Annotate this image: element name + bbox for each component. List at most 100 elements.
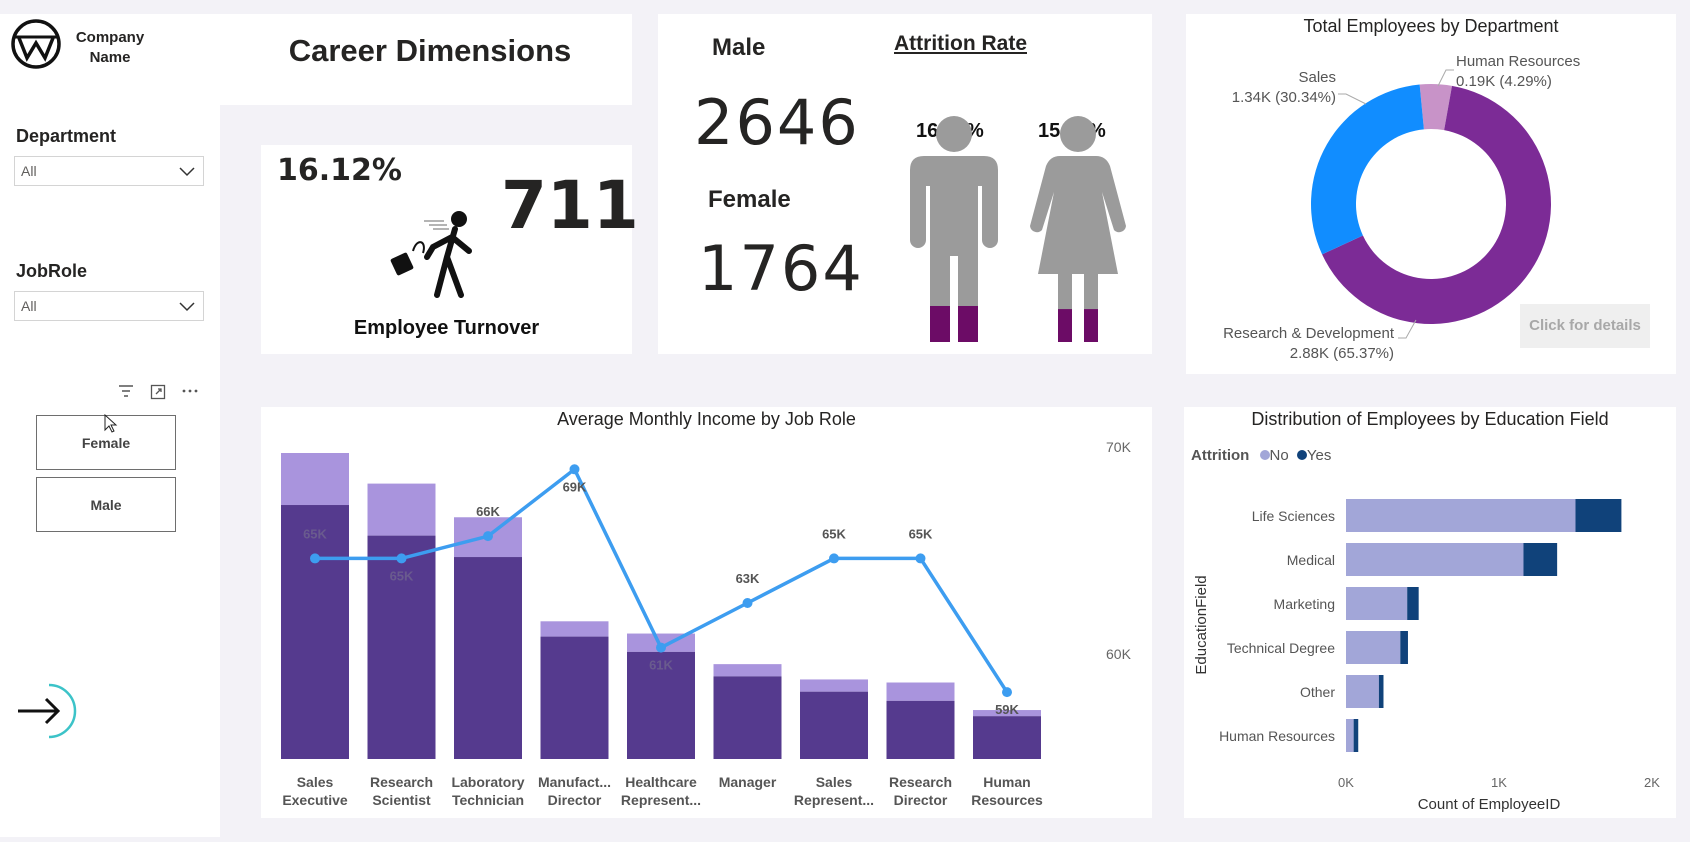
income-point-label: 65K [822, 526, 846, 541]
filter-icon[interactable] [118, 384, 134, 398]
income-bar-lower[interactable] [886, 700, 955, 759]
x-tick-label: Technician [452, 792, 524, 808]
income-bar-upper[interactable] [713, 664, 782, 677]
female-person-icon [1030, 116, 1126, 342]
male-count: 2646 [694, 86, 860, 159]
x-tick-label: Resources [971, 792, 1043, 808]
income-point[interactable] [829, 553, 839, 564]
company-logo-icon [11, 19, 61, 69]
income-bar-lower[interactable] [367, 535, 436, 759]
donut-chart-title: Total Employees by Department [1303, 16, 1559, 36]
income-bar-lower[interactable] [627, 651, 695, 759]
income-bar-lower[interactable] [800, 691, 868, 759]
income-bar-upper[interactable] [973, 710, 1041, 717]
income-bar-upper[interactable] [367, 483, 436, 536]
donut-slice-sales[interactable] [1311, 84, 1424, 255]
edu-bar-no[interactable] [1346, 543, 1524, 576]
donut-slice-value-label: 0.19K (4.29%) [1456, 73, 1552, 90]
donut-slice-name-label: Research & Development [1223, 325, 1395, 342]
income-point[interactable] [742, 598, 753, 608]
y2-tick-label: 70K [1106, 439, 1132, 455]
company-name-line1: Company [75, 29, 145, 46]
income-bar-upper[interactable] [540, 621, 609, 637]
income-bar-lower[interactable] [281, 505, 349, 759]
department-dropdown[interactable]: All [14, 156, 204, 186]
edu-bar-yes[interactable] [1400, 631, 1408, 664]
department-filter-label: Department [16, 126, 117, 146]
edu-category-label: Marketing [1274, 596, 1335, 612]
edu-bar-yes[interactable] [1523, 543, 1558, 576]
income-bar-lower[interactable] [540, 636, 609, 759]
department-dropdown-value: All [21, 163, 37, 179]
edu-bar-yes[interactable] [1575, 499, 1622, 532]
x-tick-label: Healthcare [625, 774, 697, 790]
income-bar-lower[interactable] [973, 716, 1041, 759]
x-tick-label: Executive [282, 792, 348, 808]
edu-bar-yes[interactable] [1378, 675, 1384, 708]
income-point[interactable] [396, 553, 407, 564]
female-count: 1764 [698, 232, 864, 305]
more-options-icon[interactable] [182, 388, 198, 394]
x-tick-label: Scientist [372, 792, 431, 808]
edu-bar-no[interactable] [1346, 719, 1354, 752]
edu-category-label: Technical Degree [1227, 640, 1335, 656]
x-tick-label: Manufact... [538, 774, 611, 790]
education-chart-title: Distribution of Employees by Education F… [1251, 409, 1609, 429]
donut-leader-line [1437, 69, 1454, 87]
income-point[interactable] [915, 553, 926, 564]
income-bar-lower[interactable] [454, 557, 522, 759]
edu-bar-no[interactable] [1346, 587, 1408, 620]
department-donut-card: Total Employees by Department Sales 1.34K… [1186, 14, 1676, 374]
x-tick-label: Human [983, 774, 1030, 790]
edu-bar-no[interactable] [1346, 675, 1379, 708]
income-point[interactable] [569, 464, 580, 475]
donut-slice-value-label: 1.34K (30.34%) [1232, 89, 1336, 106]
education-bar-chart[interactable]: Life Sciences Medical Marketing Technical D… [1184, 407, 1676, 818]
department-donut-chart[interactable]: Sales 1.34K (30.34%) Human Resources 0.19K … [1186, 14, 1676, 374]
income-point[interactable] [483, 531, 493, 542]
x-tick-label: Manager [719, 774, 777, 790]
income-bar-lower[interactable] [713, 676, 782, 759]
income-combo-chart[interactable]: Sales Executive Research Scientist Laborator… [261, 407, 1152, 818]
x-tick-label: Director [548, 792, 602, 808]
legend-title: Attrition [1191, 447, 1250, 464]
income-point[interactable] [1002, 687, 1012, 698]
income-point-label: 63K [736, 571, 760, 586]
legend-yes-swatch [1296, 450, 1307, 460]
income-bar-upper[interactable] [800, 679, 868, 692]
edu-bar-no[interactable] [1346, 499, 1576, 532]
edu-bar-yes[interactable] [1353, 719, 1359, 752]
edu-bar-no[interactable] [1346, 631, 1401, 664]
income-point[interactable] [656, 642, 666, 653]
focus-mode-icon[interactable] [150, 384, 166, 400]
legend-no-swatch [1259, 450, 1270, 460]
x-tick-label: Research [370, 774, 433, 790]
donut-slice-research-development[interactable] [1322, 85, 1551, 324]
turnover-label: Employee Turnover [353, 317, 540, 339]
y2-tick-label: 60K [1106, 646, 1132, 662]
income-point-label: 66K [476, 504, 500, 519]
donut-slice-value-label: 2.88K (65.37%) [1290, 345, 1394, 362]
income-point-label: 65K [390, 568, 414, 583]
x-tick-label: Laboratory [451, 774, 524, 790]
income-bar-upper[interactable] [886, 682, 955, 701]
x-tick-label: Director [894, 792, 948, 808]
edu-bar-yes[interactable] [1407, 587, 1419, 620]
company-name: Company Name [70, 28, 150, 68]
x-tick-label: Sales [297, 774, 334, 790]
income-bar-upper[interactable] [281, 453, 349, 506]
navigate-arrow-icon[interactable] [14, 682, 84, 740]
jobrole-dropdown[interactable]: All [14, 291, 204, 321]
male-button[interactable]: Male [36, 477, 176, 532]
x-axis-label: Count of EmployeeID [1418, 796, 1561, 813]
donut-slice-human-resources[interactable] [1419, 84, 1453, 131]
page-title: Career Dimensions [288, 33, 572, 68]
jobrole-dropdown-value: All [21, 298, 37, 314]
turnover-count: 711 [501, 167, 639, 244]
income-point-label: 59K [995, 702, 1019, 717]
income-point[interactable] [310, 553, 320, 564]
edu-category-label: Other [1300, 684, 1335, 700]
click-for-details-button[interactable]: Click for details [1520, 304, 1650, 348]
turnover-rate: 16.12% [277, 153, 402, 188]
donut-slice-name-label: Sales [1298, 69, 1336, 86]
